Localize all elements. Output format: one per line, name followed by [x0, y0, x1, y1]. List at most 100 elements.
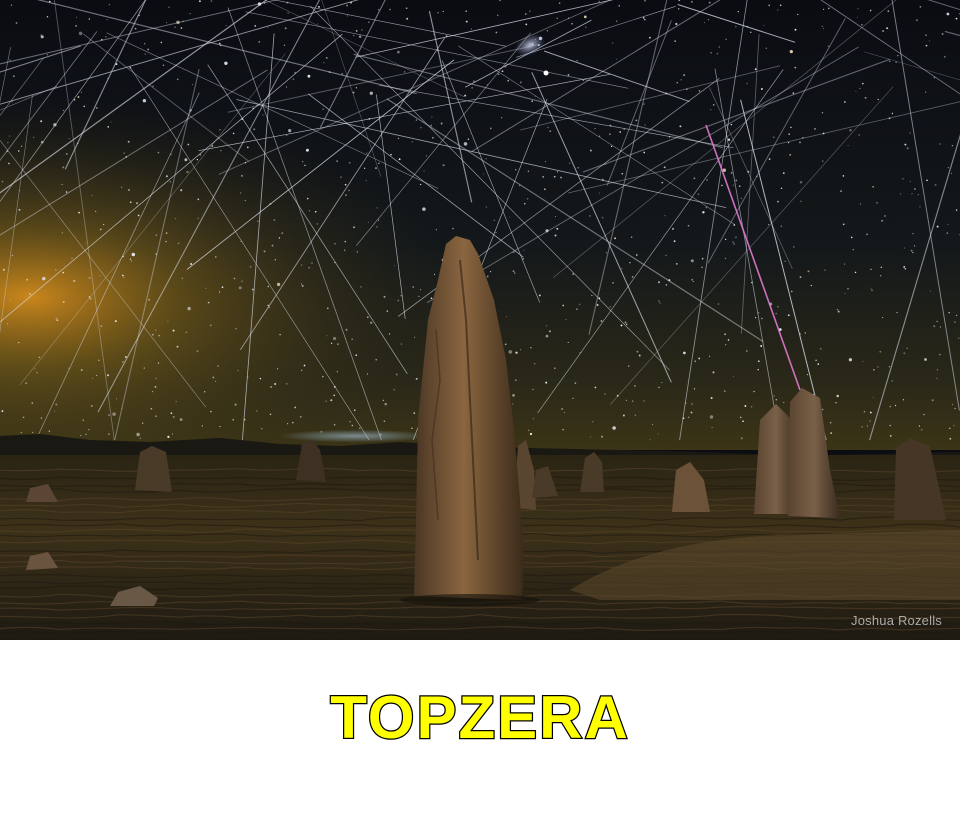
star [616, 58, 618, 60]
satellite-trail [307, 93, 524, 258]
star [686, 88, 688, 90]
satellite-trail [543, 50, 690, 103]
star [205, 287, 207, 290]
star [756, 175, 758, 177]
star [413, 412, 416, 414]
star [279, 333, 281, 336]
star [609, 306, 611, 308]
star [353, 409, 356, 412]
star [780, 187, 783, 190]
star [253, 128, 256, 131]
star [285, 382, 288, 385]
star [55, 403, 58, 406]
star [545, 325, 548, 327]
star [106, 19, 108, 21]
star [11, 254, 14, 257]
star [302, 161, 304, 163]
rock-shadow [400, 594, 540, 606]
star [725, 344, 727, 346]
star [753, 390, 755, 393]
star [822, 160, 824, 162]
star [712, 104, 715, 106]
star [327, 307, 329, 310]
star [784, 260, 786, 262]
star [649, 439, 651, 441]
star [528, 429, 530, 431]
star [773, 395, 775, 397]
star [38, 356, 41, 359]
star [134, 27, 137, 30]
satellite-trail [869, 134, 960, 441]
star [895, 61, 897, 63]
star [742, 420, 744, 423]
star [910, 249, 913, 252]
star [390, 153, 392, 156]
star [624, 321, 627, 324]
star [49, 0, 51, 3]
star [710, 397, 713, 399]
star [754, 316, 757, 319]
star [672, 227, 674, 230]
star [274, 259, 276, 261]
star [612, 42, 614, 44]
star [531, 100, 533, 102]
star [657, 433, 659, 435]
star [267, 285, 270, 288]
star [594, 386, 597, 389]
star [129, 258, 132, 260]
star [499, 0, 501, 2]
star [609, 133, 611, 135]
star [98, 359, 100, 362]
star [618, 5, 620, 7]
star [904, 143, 907, 146]
star [48, 430, 50, 432]
star [730, 172, 733, 174]
satellite-trail [441, 60, 541, 303]
satellite-trail [520, 65, 781, 131]
star [693, 177, 696, 180]
star [548, 330, 551, 333]
star [168, 6, 170, 8]
star [308, 210, 311, 212]
star [278, 237, 281, 239]
star [139, 437, 141, 439]
star [85, 242, 87, 244]
star [7, 141, 9, 144]
star [501, 70, 504, 73]
star [415, 377, 418, 380]
star [157, 362, 160, 364]
star [836, 309, 839, 311]
night-sky-photo: Joshua Rozells [0, 0, 960, 640]
star [514, 272, 516, 274]
star [207, 301, 210, 304]
star [631, 236, 633, 238]
star [383, 420, 386, 423]
star [167, 435, 170, 439]
star [99, 275, 101, 277]
star [527, 170, 530, 173]
star [311, 262, 313, 264]
star [724, 333, 727, 336]
star [723, 390, 726, 392]
star [344, 249, 346, 251]
star [300, 283, 303, 285]
satellite-trail [552, 0, 897, 279]
star [351, 424, 354, 427]
pinnacle-rock [135, 446, 172, 492]
star [955, 17, 958, 20]
star [891, 112, 894, 115]
star [724, 257, 727, 260]
satellite-trail [227, 43, 541, 113]
star [400, 343, 403, 345]
main-pinnacle [414, 236, 524, 600]
star [176, 20, 180, 25]
star [859, 203, 861, 205]
star [11, 101, 13, 103]
star [712, 371, 715, 374]
star [576, 308, 578, 310]
star [62, 301, 65, 303]
star [435, 229, 437, 231]
sand-ripple [0, 620, 960, 626]
star [777, 200, 779, 203]
star [943, 55, 946, 58]
